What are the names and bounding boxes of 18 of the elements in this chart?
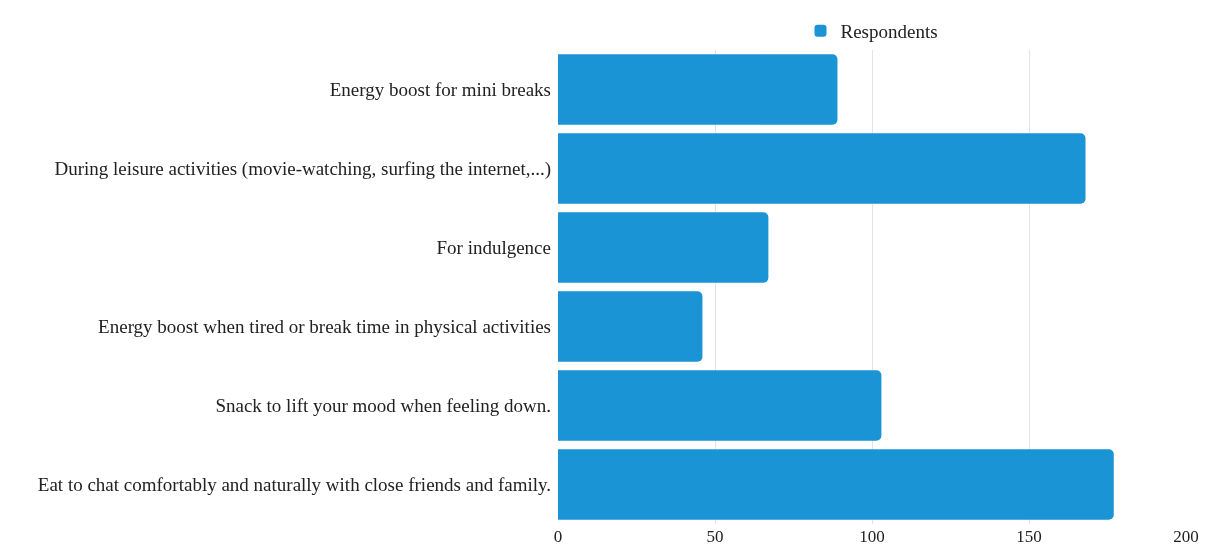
bar	[558, 449, 1114, 520]
y-tick-label: Energy boost for mini breaks	[329, 79, 551, 101]
y-tick-label: Snack to lift your mood when feeling down.	[215, 395, 551, 417]
x-tick-label: 50	[706, 527, 724, 546]
y-tick-label: During leisure activities (movie-watching, surfing the internet,...)	[54, 158, 551, 181]
bar	[558, 212, 769, 283]
bar	[558, 133, 1086, 204]
y-tick-label: Energy boost when tired or break time in physical activities	[98, 316, 551, 338]
y-tick-label: For indulgence	[436, 237, 551, 259]
bar	[558, 291, 703, 362]
x-tick-label: 0	[553, 527, 563, 546]
bar	[558, 54, 838, 125]
x-tick-label: 100	[859, 527, 885, 546]
bar	[558, 370, 882, 441]
y-tick-label: Eat to chat comfortably and naturally with close friends and family.	[37, 474, 551, 496]
x-tick-label: 200	[1173, 527, 1199, 546]
x-tick-label: 150	[1016, 527, 1042, 546]
legend-label: Respondents	[840, 21, 938, 43]
